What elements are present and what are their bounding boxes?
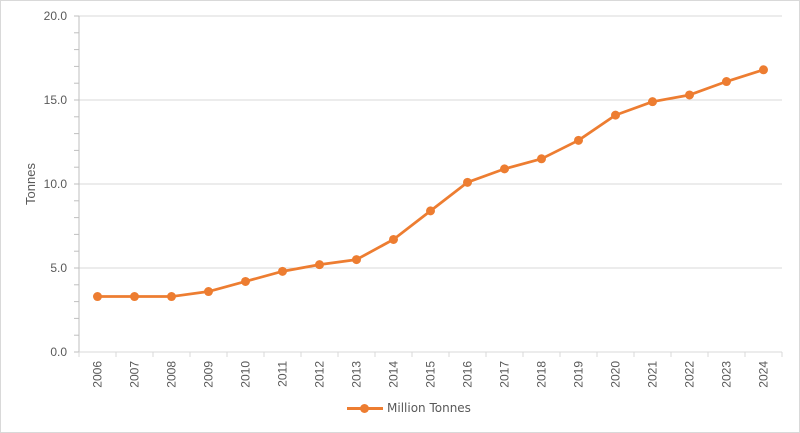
legend-label: Million Tonnes bbox=[387, 401, 471, 415]
y-tick-label: 10.0 bbox=[44, 177, 68, 191]
data-point-marker bbox=[759, 65, 768, 75]
x-tick-label: 2022 bbox=[683, 361, 697, 388]
x-tick-label: 2006 bbox=[91, 361, 105, 388]
series-line bbox=[96, 68, 765, 298]
data-point-marker bbox=[204, 287, 213, 297]
x-tick-label: 2009 bbox=[202, 361, 216, 388]
data-point-marker bbox=[426, 206, 435, 216]
x-tick-label: 2013 bbox=[350, 361, 364, 388]
y-tick-label: 0.0 bbox=[50, 345, 67, 359]
legend-line-marker-icon bbox=[345, 403, 385, 413]
x-tick-label: 2023 bbox=[720, 361, 734, 388]
data-point-marker bbox=[278, 266, 287, 276]
data-point-marker bbox=[389, 234, 398, 244]
data-point-marker bbox=[130, 292, 139, 302]
y-tick-label: 15.0 bbox=[44, 93, 68, 107]
y-axis-title: Tonnes bbox=[23, 163, 38, 205]
x-tick-label: 2012 bbox=[313, 361, 327, 388]
data-point-marker bbox=[611, 110, 620, 120]
legend: Million Tonnes bbox=[345, 401, 471, 415]
y-tick-label: 20.0 bbox=[44, 9, 68, 23]
x-tick-label: 2007 bbox=[128, 361, 142, 388]
data-point-marker bbox=[537, 154, 546, 164]
data-point-marker bbox=[500, 164, 509, 174]
data-point-marker bbox=[315, 260, 324, 270]
data-point-marker bbox=[722, 77, 731, 87]
x-tick-label: 2018 bbox=[535, 361, 549, 388]
data-point-marker bbox=[685, 90, 694, 100]
x-tick-label: 2024 bbox=[757, 361, 771, 388]
data-point-marker bbox=[352, 255, 361, 265]
data-point-marker bbox=[241, 276, 250, 286]
x-tick-label: 2016 bbox=[461, 361, 475, 388]
x-tick-label: 2017 bbox=[498, 361, 512, 388]
x-tick-label: 2014 bbox=[387, 361, 401, 388]
x-tick-label: 2021 bbox=[646, 361, 660, 388]
data-point-marker bbox=[463, 177, 472, 187]
x-tick-label: 2011 bbox=[276, 361, 290, 387]
data-point-marker bbox=[167, 292, 176, 302]
x-tick-label: 2020 bbox=[609, 361, 623, 388]
x-tick-label: 2008 bbox=[165, 361, 179, 388]
data-point-marker bbox=[93, 292, 102, 302]
x-tick-label: 2010 bbox=[239, 361, 253, 388]
y-tick-label: 5.0 bbox=[50, 261, 67, 275]
data-point-marker bbox=[574, 135, 583, 145]
x-tick-label: 2015 bbox=[424, 361, 438, 388]
x-tick-label: 2019 bbox=[572, 361, 586, 388]
data-point-marker bbox=[648, 97, 657, 107]
